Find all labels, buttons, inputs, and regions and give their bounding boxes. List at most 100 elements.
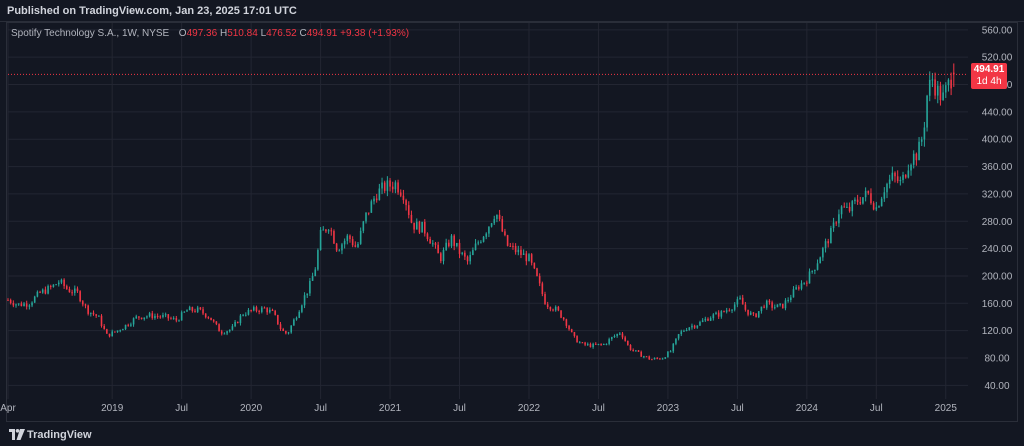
candle xyxy=(218,323,220,332)
candle-body xyxy=(143,317,146,320)
candlestick-chart[interactable]: 40.00 80.00 120.00 160.00 200.00 240.00 280.00… xyxy=(0,22,1024,424)
candle xyxy=(656,357,659,360)
time-tick-label: Jul xyxy=(870,403,883,414)
candle xyxy=(528,253,530,262)
candle xyxy=(365,212,367,224)
candle xyxy=(570,328,573,333)
candle-body xyxy=(68,289,71,293)
candle-body xyxy=(362,221,365,231)
candle-body xyxy=(480,241,482,243)
candle xyxy=(65,284,68,290)
candle-body xyxy=(212,320,215,322)
candle xyxy=(25,300,28,310)
high-value: 510.84 xyxy=(227,28,258,39)
candle xyxy=(132,317,135,327)
candle-body xyxy=(407,205,410,215)
candle-body xyxy=(907,170,910,178)
candle-body xyxy=(488,226,490,234)
candle-body xyxy=(183,311,186,313)
candle xyxy=(351,236,354,248)
candle-body xyxy=(367,212,370,214)
candle-body xyxy=(410,214,413,223)
candle-body xyxy=(878,206,880,208)
candle-body xyxy=(236,321,239,324)
published-header: Published on TradingView.com, Jan 23, 20… xyxy=(0,0,1024,22)
price-tick-label: 360.00 xyxy=(982,162,1013,173)
candle xyxy=(180,310,183,321)
candle-body xyxy=(100,315,103,326)
candle-body xyxy=(573,332,576,337)
candle-body xyxy=(624,337,626,341)
close-label: C xyxy=(299,28,307,39)
candle xyxy=(167,314,170,321)
candle-body xyxy=(627,340,629,345)
price-tick-label: 160.00 xyxy=(982,299,1013,310)
candle-body xyxy=(95,314,97,316)
candle-body xyxy=(277,314,279,325)
candle xyxy=(215,321,218,326)
candle-body xyxy=(704,318,707,321)
candle-body xyxy=(282,329,284,331)
candle xyxy=(57,280,60,287)
candle xyxy=(856,194,859,205)
candle-body xyxy=(453,235,455,246)
candle xyxy=(648,355,651,360)
candle xyxy=(12,300,15,308)
candle xyxy=(399,189,402,198)
candle-body xyxy=(739,297,741,300)
candle xyxy=(391,181,394,193)
candle xyxy=(765,299,768,310)
candle xyxy=(362,220,365,234)
candle xyxy=(76,286,79,293)
candle xyxy=(309,277,311,297)
candle xyxy=(602,343,605,346)
candle-body xyxy=(581,342,584,344)
candle xyxy=(234,320,236,328)
candle xyxy=(840,205,843,219)
candle-body xyxy=(434,243,437,245)
candle-body xyxy=(781,303,784,309)
candle xyxy=(480,240,482,244)
candle xyxy=(220,329,223,336)
candle-body xyxy=(309,280,311,294)
symbol-legend[interactable]: Spotify Technology S.A., 1W, NYSE O497.3… xyxy=(11,28,409,39)
candle-body xyxy=(464,252,466,257)
candle xyxy=(100,314,103,328)
candle xyxy=(859,196,862,205)
candle-body xyxy=(178,320,180,322)
candle-body xyxy=(52,284,55,287)
candle-body xyxy=(349,235,351,240)
candle xyxy=(333,229,335,244)
candle xyxy=(720,310,723,319)
candle xyxy=(661,357,664,360)
candle-body xyxy=(381,182,383,189)
time-tick-label: 2025 xyxy=(935,403,958,414)
candle-body xyxy=(693,325,696,328)
candle xyxy=(530,253,533,266)
candle xyxy=(228,329,231,333)
candle xyxy=(82,300,84,307)
candle-body xyxy=(341,244,343,251)
candle-body xyxy=(656,358,659,360)
candle xyxy=(806,280,808,287)
tradingview-brand[interactable]: TradingView xyxy=(27,429,92,441)
candle-body xyxy=(653,358,656,360)
candle-body xyxy=(536,268,538,277)
candle xyxy=(723,310,725,313)
candle xyxy=(506,234,509,247)
candle-body xyxy=(36,291,39,297)
time-tick-label: 2020 xyxy=(240,403,263,414)
tradingview-logo-icon[interactable] xyxy=(9,429,25,440)
candle-body xyxy=(204,313,207,318)
candle xyxy=(199,307,202,311)
candle-body xyxy=(648,356,651,360)
candle xyxy=(744,301,747,312)
candle xyxy=(832,217,835,232)
candle-body xyxy=(365,212,367,222)
price-tick-label: 200.00 xyxy=(982,271,1013,282)
close-value: 494.91 xyxy=(306,28,338,39)
candle xyxy=(196,305,199,313)
candle-body xyxy=(715,312,717,315)
candle-body xyxy=(723,311,725,313)
candle xyxy=(560,310,562,319)
